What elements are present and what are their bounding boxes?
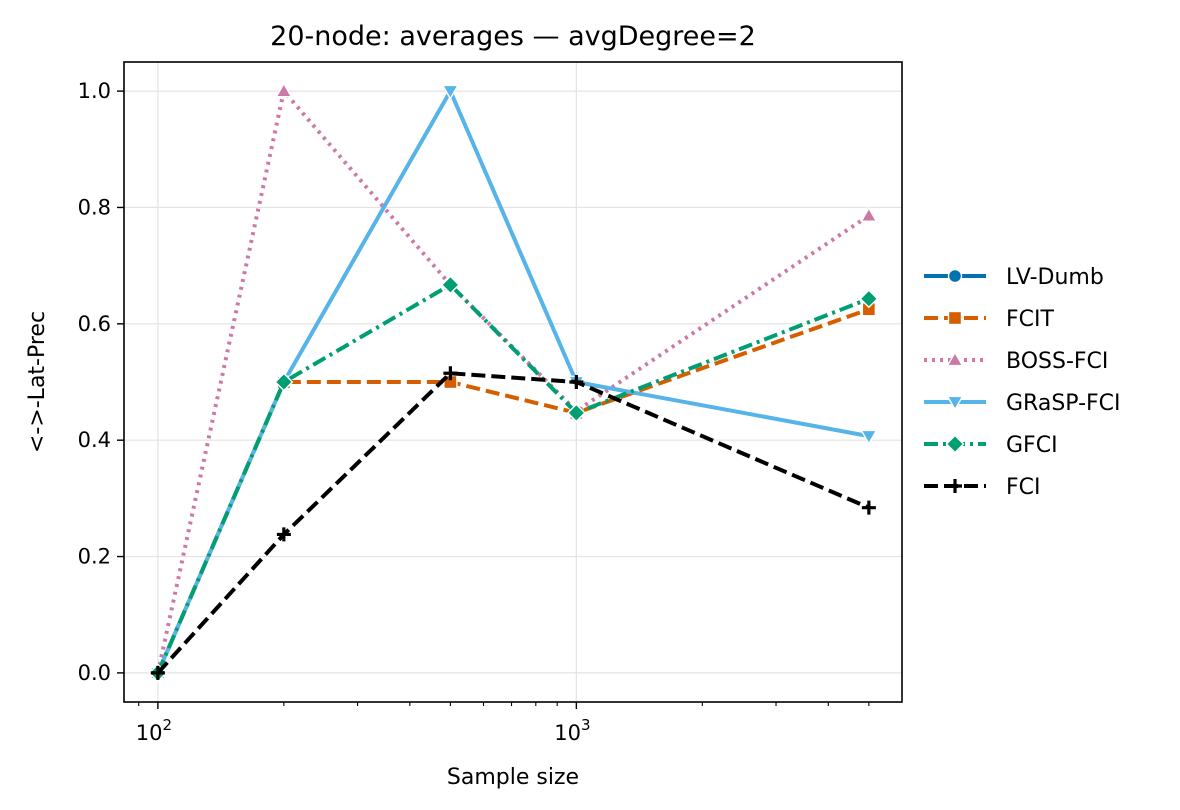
plot-frame bbox=[123, 61, 903, 703]
data-point bbox=[274, 372, 294, 392]
legend-marker bbox=[948, 479, 962, 493]
legend-label: LV-Dumb bbox=[1006, 265, 1104, 290]
data-point bbox=[441, 84, 460, 101]
data-point bbox=[276, 527, 291, 542]
y-tick-label: 0.0 bbox=[78, 661, 111, 685]
data-point bbox=[275, 82, 293, 98]
y-tick-label: 0.4 bbox=[78, 428, 111, 452]
legend-entry: FCIT bbox=[924, 307, 1055, 332]
legend-entry: BOSS-FCI bbox=[924, 349, 1108, 374]
y-axis-label: <->-Lat-Prec bbox=[25, 311, 50, 453]
chart-title: 20-node: averages — avgDegree=2 bbox=[270, 21, 756, 52]
legend-label: FCIT bbox=[1006, 307, 1055, 332]
legend-entry: LV-Dumb bbox=[924, 265, 1104, 290]
legend-marker bbox=[946, 395, 964, 411]
data-point bbox=[443, 366, 458, 381]
plot-series bbox=[148, 82, 879, 683]
data-point bbox=[860, 429, 878, 446]
legend-label: GRaSP-FCI bbox=[1006, 391, 1121, 416]
legend: LV-Dumb FCIT BOSS-FCI GRaSP-FCI GFCI FCI bbox=[924, 265, 1121, 500]
legend-marker bbox=[945, 434, 965, 454]
legend-label: GFCI bbox=[1006, 433, 1058, 458]
x-axis-label: Sample size bbox=[447, 765, 579, 790]
data-point bbox=[440, 275, 460, 295]
legend-label: FCI bbox=[1006, 475, 1041, 500]
grid bbox=[124, 62, 902, 702]
data-point bbox=[861, 500, 876, 515]
legend-entry: GRaSP-FCI bbox=[924, 391, 1121, 416]
y-tick-label: 0.6 bbox=[78, 312, 111, 336]
y-tick-label: 0.2 bbox=[78, 545, 111, 569]
legend-label: BOSS-FCI bbox=[1006, 349, 1108, 374]
data-point bbox=[566, 403, 586, 423]
legend-entry: FCI bbox=[924, 475, 1041, 500]
y-tick-label: 0.8 bbox=[78, 195, 111, 219]
series-line bbox=[156, 371, 870, 675]
data-point bbox=[859, 289, 879, 309]
data-point bbox=[150, 665, 165, 680]
legend-marker bbox=[946, 351, 964, 367]
series-fci bbox=[150, 366, 876, 680]
y-tick-label: 1.0 bbox=[78, 79, 111, 103]
data-point bbox=[860, 206, 878, 222]
legend-entry: GFCI bbox=[924, 433, 1058, 458]
legend-marker bbox=[947, 268, 963, 284]
data-point bbox=[569, 375, 584, 389]
series-line bbox=[156, 282, 870, 674]
legend-marker bbox=[947, 310, 963, 326]
